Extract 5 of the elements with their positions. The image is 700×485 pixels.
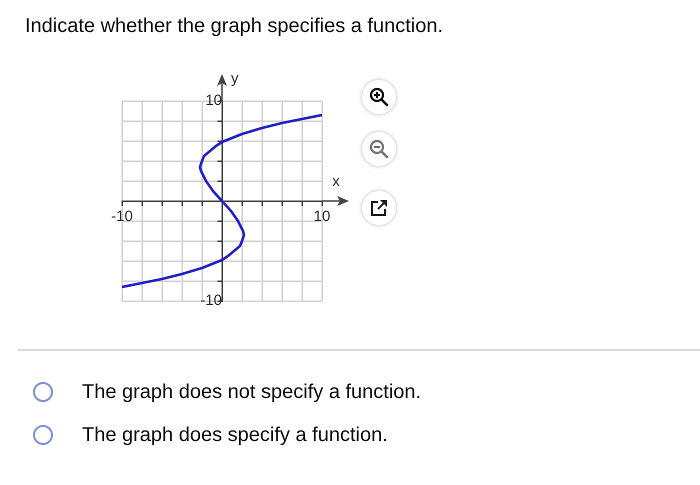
y-axis-title: y <box>231 70 239 88</box>
chart-title: Indicate whether the graph specifies a function. <box>25 14 444 38</box>
text: The graph does specify a function. <box>82 423 388 447</box>
text: The graph does not specify a function. <box>82 380 422 404</box>
x-axis-title: x <box>332 173 340 190</box>
